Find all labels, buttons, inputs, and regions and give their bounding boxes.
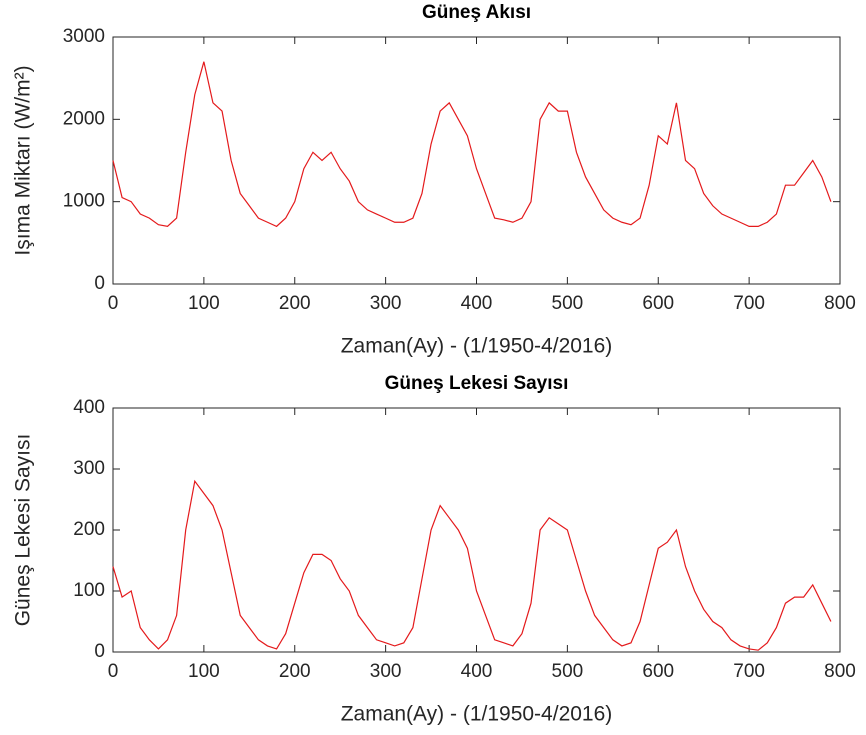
data-line (112, 61, 832, 228)
x-tick-label: 500 (552, 293, 584, 314)
x-tick-label: 700 (733, 661, 765, 682)
data-line (112, 479, 832, 651)
x-tick-label: 100 (188, 293, 220, 314)
chart-title: Güneş Lekesi Sayısı (385, 373, 569, 394)
x-tick-label: 200 (279, 293, 311, 314)
x-tick-label: 400 (461, 293, 493, 314)
y-tick-label: 0 (94, 273, 105, 294)
y-tick-label: 0 (94, 641, 105, 662)
plot-area (112, 36, 841, 285)
y-tick-label: 1000 (63, 191, 105, 212)
y-axis-label: Güneş Lekesi Sayısı (12, 434, 35, 627)
y-tick-label: 200 (73, 519, 105, 540)
x-tick-label: 800 (824, 293, 856, 314)
x-tick-label: 700 (733, 293, 765, 314)
y-tick-label: 3000 (63, 26, 105, 47)
x-tick-label: 600 (642, 293, 674, 314)
x-tick-label: 200 (279, 661, 311, 682)
x-tick-label: 0 (108, 661, 119, 682)
x-axis-label: Zaman(Ay) - (1/1950-4/2016) (341, 703, 613, 726)
x-tick-label: 300 (370, 661, 402, 682)
y-axis-label: Işıma Miktarı (W/m²) (12, 65, 35, 255)
y-tick-label: 300 (73, 458, 105, 479)
x-tick-label: 400 (461, 661, 493, 682)
x-tick-label: 500 (552, 661, 584, 682)
x-axis-label: Zaman(Ay) - (1/1950-4/2016) (341, 335, 613, 358)
x-tick-label: 300 (370, 293, 402, 314)
y-tick-label: 2000 (63, 108, 105, 129)
x-tick-label: 600 (642, 661, 674, 682)
y-tick-label: 100 (73, 580, 105, 601)
y-tick-label: 400 (73, 397, 105, 418)
chart-title: Güneş Akısı (422, 2, 531, 23)
x-tick-label: 100 (188, 661, 220, 682)
x-tick-label: 0 (108, 293, 119, 314)
plot-area (112, 407, 841, 653)
x-tick-label: 800 (824, 661, 856, 682)
